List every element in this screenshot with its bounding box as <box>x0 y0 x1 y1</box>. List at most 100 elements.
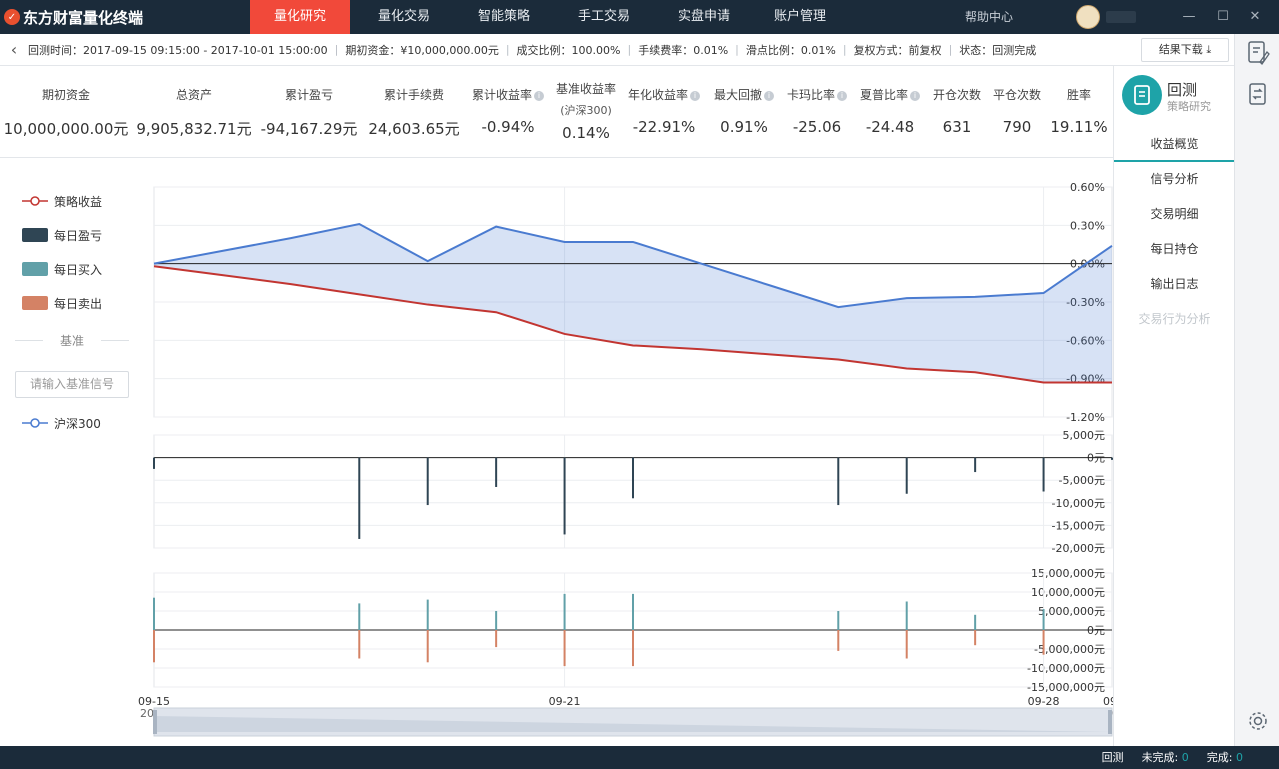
info-icon[interactable]: i <box>534 91 544 101</box>
logo-icon: ✓ <box>4 9 20 25</box>
info-icon[interactable]: i <box>690 91 700 101</box>
legend-label: 每日买入 <box>54 262 103 277</box>
sell-bar <box>905 630 908 659</box>
y-tick-label: -1.20% <box>1066 411 1105 424</box>
x-tick-label: 09- <box>1103 695 1113 708</box>
buy-bar <box>837 611 840 630</box>
pnl-bar <box>358 457 361 539</box>
settings-gear-icon[interactable] <box>1243 706 1273 736</box>
strategy-line <box>153 265 1112 384</box>
status-counts: 回测 未完成: 0 完成: 0 <box>1102 746 1243 769</box>
nav-tab-live-apply[interactable]: 实盘申请 <box>677 9 730 24</box>
rp-subtitle: 策略研究 <box>1167 100 1211 113</box>
sell-bar <box>495 630 498 648</box>
info-backtest-time: 回测时间：2017-09-15 09:15:00 - 2017-10-01 15… <box>28 43 328 57</box>
nav-tab-account[interactable]: 账户管理 <box>773 9 826 24</box>
right-panel: 回测 策略研究 收益概览 信号分析 交易明细 每日持仓 输出日志 交易行为分析 <box>1113 66 1235 746</box>
backtest-list-icon[interactable] <box>1243 80 1273 110</box>
buy-bar <box>974 614 977 630</box>
stat-cumulative-fee: 累计手续费 24,603.65元 <box>368 88 460 138</box>
x-tick-label: 09-28 <box>1028 695 1060 708</box>
download-results-button[interactable]: 结果下载 ⤓ <box>1141 38 1229 62</box>
stat-calmar-ratio: 卡玛比率 i -25.06 <box>782 66 852 158</box>
download-label: 结果下载 <box>1158 43 1203 56</box>
download-icon: ⤓ <box>1206 43 1212 56</box>
rp-item-daily-positions[interactable]: 每日持仓 <box>1150 242 1199 256</box>
y-tick-label: 0.60% <box>1070 181 1105 194</box>
info-icon[interactable]: i <box>837 91 847 101</box>
pnl-bar <box>905 457 908 494</box>
chart-legend: 策略收益 每日盈亏 每日买入 每日卖出 基准 请输入基准信号 沪深300 <box>0 160 150 460</box>
rp-item-overview[interactable]: 收益概览 <box>1114 127 1235 162</box>
rp-item-trade-detail[interactable]: 交易明细 <box>1150 207 1199 221</box>
info-icon[interactable]: i <box>910 91 920 101</box>
buy-bar <box>358 603 361 630</box>
legend-daily-buy[interactable]: 每日买入 <box>22 260 102 278</box>
legend-strategy-return[interactable]: 策略收益 <box>22 192 102 210</box>
legend-daily-pnl[interactable]: 每日盈亏 <box>22 226 102 244</box>
buy-bar <box>153 597 155 630</box>
backtest-info-bar: ‹ 回测时间：2017-09-15 09:15:00 - 2017-10-01 … <box>0 34 1234 66</box>
nav-tab-quant-research[interactable]: 量化研究 <box>250 0 350 34</box>
y-tick-label: -10,000,000元 <box>1027 662 1105 675</box>
buy-bar <box>632 593 634 630</box>
title-bar: ✓ 东方财富量化终端 量化研究 量化交易 智能策略 手工交易 实盘申请 账户管理… <box>0 0 1279 34</box>
tool-sidebar <box>1234 34 1279 746</box>
buy-bar <box>426 599 429 630</box>
legend-swatch <box>22 262 48 276</box>
zoom-handle-left <box>153 710 157 734</box>
sell-bar <box>426 630 429 663</box>
stat-max-drawdown: 最大回撤 i 0.91% <box>706 66 782 158</box>
y-tick-label: 10,000,000元 <box>1031 586 1105 599</box>
rp-item-output-log[interactable]: 输出日志 <box>1150 277 1199 291</box>
pnl-bar <box>1111 457 1113 460</box>
legend-csi300[interactable]: 沪深300 <box>22 414 101 432</box>
pnl-bar <box>426 457 429 506</box>
sell-bar <box>837 630 840 651</box>
rp-item-signal-analysis[interactable]: 信号分析 <box>1150 172 1199 186</box>
avatar[interactable] <box>1076 5 1100 29</box>
pnl-bar <box>1042 457 1045 492</box>
info-icon[interactable]: i <box>764 91 774 101</box>
legend-daily-sell[interactable]: 每日卖出 <box>22 294 102 312</box>
y-tick-label: -20,000元 <box>1052 542 1105 555</box>
y-tick-label: -0.30% <box>1066 296 1105 309</box>
stats-panel: 期初资金 10,000,000.00元 总资产 9,905,832.71元 累计盈亏… <box>0 66 1113 158</box>
help-center-link[interactable]: 帮助中心 <box>965 10 1014 24</box>
rp-item-behavior-analysis: 交易行为分析 <box>1138 312 1211 326</box>
app-logo: ✓ 东方财富量化终端 <box>4 0 143 34</box>
benchmark-input[interactable]: 请输入基准信号 <box>15 371 129 398</box>
y-tick-label: -15,000,000元 <box>1027 681 1105 694</box>
pnl-bar <box>974 457 977 473</box>
legend-swatch <box>22 228 48 242</box>
sell-bar <box>563 630 566 667</box>
legend-line-marker <box>22 196 48 206</box>
backtest-charts[interactable]: 0.60%0.30%0.00%-0.30%-0.60%-0.90%-1.20%5… <box>0 160 1113 746</box>
buy-bar <box>495 611 498 630</box>
stat-win-rate: 胜率 19.11% <box>1050 88 1108 136</box>
info-fee-rate: 手续费率：0.01% <box>638 43 729 57</box>
legend-line-marker <box>22 418 48 428</box>
status-complete-label: 完成: <box>1206 751 1233 764</box>
benchmark-line <box>153 223 1113 309</box>
status-complete-count: 0 <box>1236 751 1243 764</box>
back-arrow-icon[interactable]: ‹ <box>10 40 18 59</box>
stat-sharpe-ratio: 夏普比率 i -24.48 <box>852 66 928 158</box>
nav-tab-quant-trading[interactable]: 量化交易 <box>377 9 430 24</box>
buy-bar <box>1042 609 1045 630</box>
maximize-icon[interactable]: ☐ <box>1217 9 1229 24</box>
edit-strategy-icon[interactable] <box>1243 38 1273 68</box>
y-tick-label: -5,000,000元 <box>1034 643 1105 656</box>
nav-tab-manual-trading[interactable]: 手工交易 <box>577 9 630 24</box>
nav-tab-smart-strategy[interactable]: 智能策略 <box>477 9 530 24</box>
close-icon[interactable]: ✕ <box>1249 9 1261 24</box>
legend-label: 沪深300 <box>54 416 101 431</box>
minimize-icon[interactable]: — <box>1182 9 1196 24</box>
info-adjust-mode: 复权方式：前复权 <box>853 43 942 57</box>
sell-bar <box>153 630 155 663</box>
sell-bar <box>1042 630 1045 655</box>
pnl-bar <box>563 457 566 535</box>
rp-header: 回测 策略研究 <box>1114 66 1235 128</box>
benchmark-divider: 基准 <box>15 332 129 348</box>
info-initial-capital: 期初资金：¥10,000,000.00元 <box>345 43 499 57</box>
